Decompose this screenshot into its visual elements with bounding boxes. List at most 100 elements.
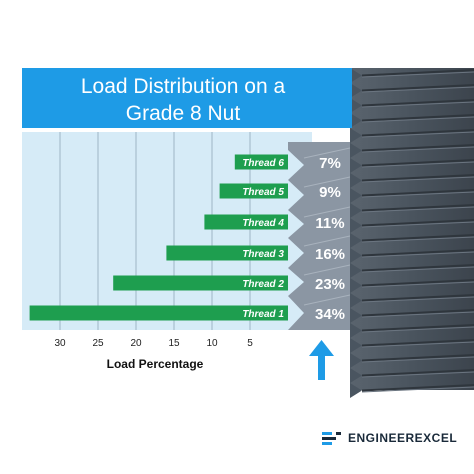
bolt-thread-line — [361, 144, 474, 152]
bolt-thread-highlight — [361, 281, 474, 288]
bar — [219, 183, 288, 199]
bolt-tooth — [350, 173, 362, 188]
bolt-tooth — [350, 248, 362, 263]
value-label: 34% — [315, 306, 345, 323]
bolt-tooth — [350, 113, 362, 128]
bolt-thread-highlight — [361, 176, 474, 183]
category-label: Thread 3 — [242, 249, 284, 260]
bolt-thread-highlight — [361, 296, 474, 303]
bolt-thread-line — [361, 354, 474, 362]
bolt-thread-highlight — [361, 236, 474, 243]
bar — [204, 214, 288, 230]
bolt-thread-highlight — [361, 311, 474, 318]
bolt-tooth — [350, 218, 362, 233]
bolt-tooth — [350, 143, 362, 158]
bolt-thread-highlight — [361, 131, 474, 138]
bar — [166, 245, 288, 261]
value-labels: 7% 9% 11% 16% 23% 34% — [315, 155, 345, 323]
value-label: 7% — [319, 155, 341, 172]
bolt-thread-highlight — [361, 206, 474, 213]
bolt-tooth — [350, 188, 362, 203]
bars: Thread 6 Thread 5 Thread 4 Thread 3 Thread 2… — [29, 154, 288, 321]
bolt-tooth — [350, 68, 362, 83]
bolt-tooth — [350, 98, 362, 113]
bolt-thread-highlight — [361, 146, 474, 153]
bolt-thread-highlight — [361, 161, 474, 168]
bolt-thread-highlight — [361, 341, 474, 348]
bolt-thread-line — [361, 219, 474, 227]
bolt-thread-highlight — [361, 386, 474, 393]
bolt-thread-highlight — [361, 71, 474, 78]
up-arrow-icon — [309, 340, 334, 380]
bolt-thread-line — [361, 249, 474, 257]
nut-thread-line — [303, 235, 351, 247]
x-tick-label: 15 — [168, 338, 180, 349]
bolt-tooth — [350, 263, 362, 278]
bolt-thread-line — [361, 84, 474, 92]
bolt-thread-line — [361, 204, 474, 212]
bolt-thread-highlight — [361, 191, 474, 198]
x-tick-label: 30 — [54, 338, 66, 349]
bolt-thread-line — [361, 279, 474, 287]
bolt-thread-line — [361, 234, 474, 242]
value-label: 23% — [315, 276, 345, 293]
gridlines — [59, 132, 251, 330]
value-label: 9% — [319, 184, 341, 201]
x-tick-label: 25 — [92, 338, 104, 349]
bar — [29, 305, 288, 321]
chart-title-line-1: Load Distribution on a — [81, 75, 286, 98]
category-label: Thread 5 — [242, 187, 284, 198]
chart-title-line-2: Grade 8 Nut — [126, 102, 241, 125]
bolt-thread-line — [361, 309, 474, 317]
bolt-thread-line — [361, 339, 474, 347]
category-label: Thread 6 — [242, 158, 284, 169]
bolt-tooth — [350, 203, 362, 218]
bolt-thread-highlight — [361, 371, 474, 378]
category-label: Thread 2 — [242, 279, 284, 290]
bolt-thread-line — [361, 294, 474, 302]
bolt-tooth — [350, 338, 362, 353]
bolt-thread-highlight — [361, 326, 474, 333]
bolt-thread-highlight — [361, 356, 474, 363]
nut-thread-line — [303, 264, 351, 276]
engineerexcel-logo-icon — [322, 432, 341, 445]
bolt-tooth — [350, 293, 362, 308]
bolt-thread-line — [361, 159, 474, 167]
bolt-thread-line — [361, 69, 474, 77]
bolt-threads — [350, 68, 474, 398]
bolt-tooth — [350, 83, 362, 98]
bolt-thread-line — [361, 114, 474, 122]
bolt-tooth — [350, 383, 362, 398]
x-tick-label: 5 — [247, 338, 253, 349]
bolt-thread-highlight — [361, 101, 474, 108]
bolt-tooth — [350, 128, 362, 143]
bolt-tooth — [350, 323, 362, 338]
bolt-thread-highlight — [361, 116, 474, 123]
bolt-thread-highlight — [361, 266, 474, 273]
category-label: Thread 1 — [242, 309, 284, 320]
bolt-thread-line — [361, 174, 474, 182]
bolt-thread-line — [361, 129, 474, 137]
bolt-tooth — [350, 308, 362, 323]
bolt-tooth — [350, 233, 362, 248]
bar — [113, 275, 288, 291]
nut-profile — [288, 142, 352, 330]
bolt-thread-line — [361, 369, 474, 377]
x-axis-label: Load Percentage — [107, 357, 204, 371]
bolt-thread-highlight — [361, 221, 474, 228]
value-label: 11% — [315, 215, 344, 232]
bolt-tooth — [350, 278, 362, 293]
bar — [234, 154, 288, 170]
nut-thread-line — [303, 294, 351, 306]
bolt-tooth — [350, 158, 362, 173]
brand-logo: ENGINEEREXCEL — [322, 428, 457, 448]
bolt-thread-line — [361, 324, 474, 332]
nut-thread-lines — [303, 147, 351, 306]
nut-thread-line — [303, 147, 351, 159]
bolt-thread-highlight — [361, 251, 474, 258]
bolt-tooth — [350, 353, 362, 368]
x-tick-label: 10 — [206, 338, 218, 349]
x-tick-labels: 30 25 20 15 10 5 — [54, 338, 253, 349]
brand-name: ENGINEEREXCEL — [348, 431, 458, 445]
